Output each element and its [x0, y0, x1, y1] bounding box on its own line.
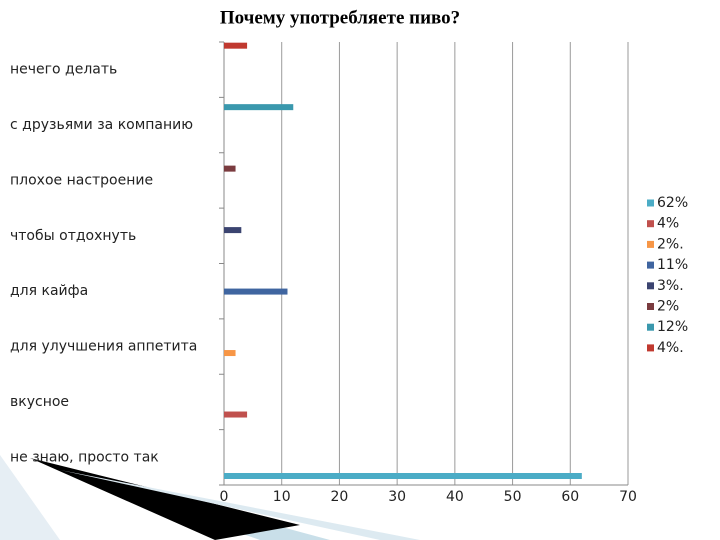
- legend-label: 12%: [657, 319, 688, 335]
- bar: [224, 473, 582, 479]
- legend-label: 11%: [657, 257, 688, 273]
- bar: [224, 227, 242, 234]
- y-tick-label: с друзьями за компанию: [10, 117, 193, 133]
- bar: [224, 350, 236, 357]
- bar: [224, 288, 288, 295]
- x-tick-label: 10: [273, 489, 291, 505]
- chart-title: Почему употребляете пиво?: [220, 7, 460, 28]
- y-tick-label: чтобы отдохнуть: [10, 228, 136, 244]
- y-tick-label: для улучшения аппетита: [10, 339, 197, 355]
- legend-marker: [647, 240, 654, 248]
- x-tick-label: 40: [446, 489, 464, 505]
- legend-marker: [647, 199, 654, 207]
- legend-marker: [647, 323, 654, 331]
- bar: [224, 42, 248, 49]
- bar: [224, 165, 236, 172]
- bar: [224, 104, 294, 111]
- y-tick-label: плохое настроение: [10, 172, 153, 188]
- x-tick-label: 60: [561, 489, 579, 505]
- x-tick-label: 0: [220, 489, 229, 505]
- legend-marker: [647, 282, 654, 290]
- legend-label: 4%: [657, 216, 679, 232]
- legend-label: 2%.: [657, 236, 684, 252]
- x-tick-label: 30: [388, 489, 406, 505]
- legend-label: 4%.: [657, 340, 684, 356]
- y-tick-label: не знаю, просто так: [10, 449, 159, 465]
- x-tick-label: 20: [331, 489, 349, 505]
- x-tick-label: 70: [619, 489, 637, 505]
- legend-label: 3%.: [657, 278, 684, 294]
- bar: [224, 411, 248, 418]
- legend-marker: [647, 220, 654, 228]
- y-tick-label: нечего делать: [10, 62, 117, 78]
- legend-marker: [647, 344, 654, 352]
- decoration: [0, 455, 420, 540]
- legend-marker: [647, 261, 654, 269]
- legend-label: 62%: [657, 195, 688, 211]
- legend-label: 2%: [657, 299, 679, 315]
- legend-marker: [647, 303, 654, 310]
- y-tick-label: для кайфа: [10, 283, 88, 299]
- y-tick-label: вкусное: [10, 394, 69, 410]
- x-tick-label: 50: [504, 489, 522, 505]
